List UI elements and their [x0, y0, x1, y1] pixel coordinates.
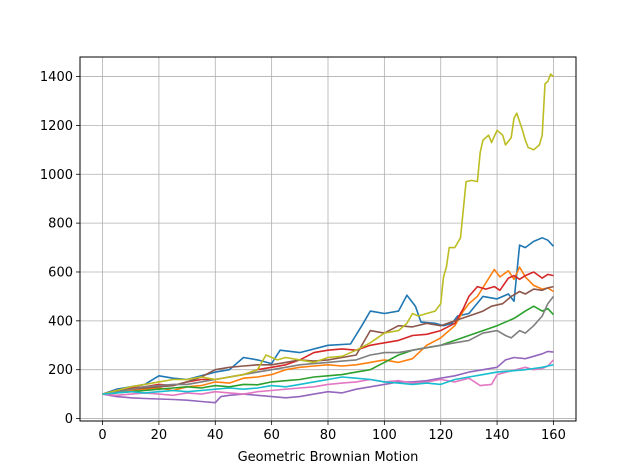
x-tick-label-4: 80 — [320, 428, 337, 443]
y-tick-label-7: 1400 — [40, 70, 73, 85]
series-line-7 — [102, 359, 555, 397]
series-layer — [102, 73, 555, 404]
series-line-4 — [102, 271, 554, 395]
x-tick-label-2: 40 — [207, 428, 224, 443]
x-tick-label-8: 160 — [541, 428, 566, 443]
y-tick-label-6: 1200 — [40, 119, 73, 134]
x-tick-label-5: 100 — [372, 428, 397, 443]
x-tick-label-7: 140 — [485, 428, 510, 443]
x-axis-label: Geometric Brownian Motion — [238, 450, 419, 465]
series-line-9 — [102, 73, 555, 395]
x-tick-label-1: 20 — [151, 428, 168, 443]
x-tick-label-6: 120 — [428, 428, 453, 443]
series-line-5 — [102, 350, 554, 404]
series-line-8 — [102, 295, 555, 395]
axis-ticks: 0 20 40 60 80 100 120 140 160 0 200 400 600 800 1000 12… — [40, 70, 566, 443]
y-tick-label-3: 600 — [48, 265, 73, 280]
x-tick-label-3: 60 — [263, 428, 280, 443]
x-tick-label-0: 0 — [98, 428, 106, 443]
y-tick-label-4: 800 — [48, 217, 73, 232]
series-line-2 — [102, 266, 554, 395]
y-tick-label-2: 400 — [48, 314, 73, 329]
series-line-6 — [102, 285, 554, 395]
y-tick-label-0: 0 — [65, 412, 73, 427]
series-line-10 — [102, 364, 554, 395]
series-line-3 — [102, 305, 555, 395]
y-tick-label-1: 200 — [48, 363, 73, 378]
y-tick-label-5: 1000 — [40, 168, 73, 183]
